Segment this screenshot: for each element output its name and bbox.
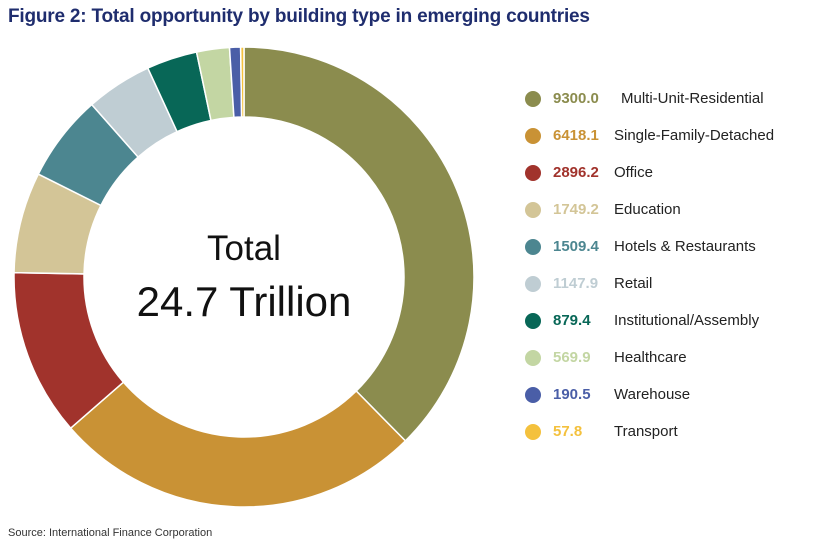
legend-item: 2896.2 Office xyxy=(523,162,823,199)
legend: 9300.0 Multi-Unit-Residential 6418.1 Single… xyxy=(523,88,823,458)
legend-value: 57.8 xyxy=(553,423,583,440)
donut-chart: Total 24.7 Trillion xyxy=(13,46,475,508)
legend-value: 190.5 xyxy=(553,386,591,403)
legend-value: 9300.0 xyxy=(553,90,599,107)
legend-value: 1749.2 xyxy=(553,201,599,218)
chart-title: Figure 2: Total opportunity by building … xyxy=(8,6,590,27)
legend-label: Hotels & Restaurants xyxy=(614,238,756,255)
legend-value: 2896.2 xyxy=(553,164,599,181)
legend-label: Single-Family-Detached xyxy=(614,127,775,144)
legend-label: Retail xyxy=(614,275,653,292)
legend-label: Warehouse xyxy=(614,386,691,403)
legend-swatch xyxy=(525,350,541,366)
legend-value: 6418.1 xyxy=(553,127,599,144)
donut-slice-single-family-detached xyxy=(69,381,407,508)
center-total-value: 24.7 Trillion xyxy=(137,278,352,325)
center-total-label: Total xyxy=(207,229,281,268)
legend-label: Multi-Unit-Residential xyxy=(621,90,764,107)
legend-item: 1749.2 Education xyxy=(523,199,823,236)
legend-swatch xyxy=(525,424,541,440)
legend-item: 190.5 Warehouse xyxy=(523,384,823,421)
legend-label: Healthcare xyxy=(614,349,687,366)
legend-item: 1509.4 Hotels & Restaurants xyxy=(523,236,823,273)
legend-value: 1509.4 xyxy=(553,238,599,255)
legend-swatch xyxy=(525,239,541,255)
legend-item: 569.9 Healthcare xyxy=(523,347,823,384)
legend-swatch xyxy=(525,165,541,181)
legend-label: Office xyxy=(614,164,653,181)
legend-item: 57.8 Transport xyxy=(523,421,823,458)
source-note: Source: International Finance Corporatio… xyxy=(8,527,213,539)
legend-label: Education xyxy=(614,201,681,218)
legend-item: 6418.1 Single-Family-Detached xyxy=(523,125,823,162)
legend-item: 879.4 Institutional/Assembly xyxy=(523,310,823,347)
legend-label: Transport xyxy=(614,423,678,440)
donut-slice-multi-unit-residential xyxy=(243,46,475,442)
donut-slices xyxy=(13,46,475,508)
legend-value: 1147.9 xyxy=(553,275,599,292)
legend-swatch xyxy=(525,128,541,144)
legend-swatch xyxy=(525,276,541,292)
legend-swatch xyxy=(525,313,541,329)
legend-label: Institutional/Assembly xyxy=(614,312,760,329)
legend-value: 879.4 xyxy=(553,312,591,329)
legend-swatch xyxy=(525,387,541,403)
donut-slice-transport xyxy=(239,46,245,118)
legend-swatch xyxy=(525,202,541,218)
legend-item: 9300.0 Multi-Unit-Residential xyxy=(523,88,823,125)
legend-swatch xyxy=(525,91,541,107)
legend-value: 569.9 xyxy=(553,349,591,366)
legend-item: 1147.9 Retail xyxy=(523,273,823,310)
